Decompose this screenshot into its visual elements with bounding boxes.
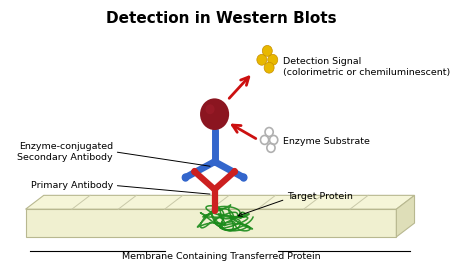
Circle shape [232,169,237,174]
Circle shape [240,174,247,181]
Text: Detection in Western Blots: Detection in Western Blots [106,11,336,26]
Circle shape [268,54,278,65]
Circle shape [262,45,272,56]
Text: Target Protein: Target Protein [287,192,353,201]
Circle shape [257,54,267,65]
Circle shape [192,169,197,174]
Circle shape [182,174,189,181]
Circle shape [264,62,274,73]
Polygon shape [26,195,415,209]
Text: Enzyme Substrate: Enzyme Substrate [283,138,370,146]
Text: Membrane Containing Transferred Protein: Membrane Containing Transferred Protein [122,252,320,261]
Text: Detection Signal
(colorimetric or chemiluminescent): Detection Signal (colorimetric or chemil… [283,57,450,77]
Circle shape [206,104,215,114]
Polygon shape [26,209,396,237]
Text: Enzyme-conjugated
Secondary Antibody: Enzyme-conjugated Secondary Antibody [17,142,113,161]
Circle shape [200,98,229,130]
Polygon shape [396,195,415,237]
Text: Primary Antibody: Primary Antibody [30,181,113,190]
